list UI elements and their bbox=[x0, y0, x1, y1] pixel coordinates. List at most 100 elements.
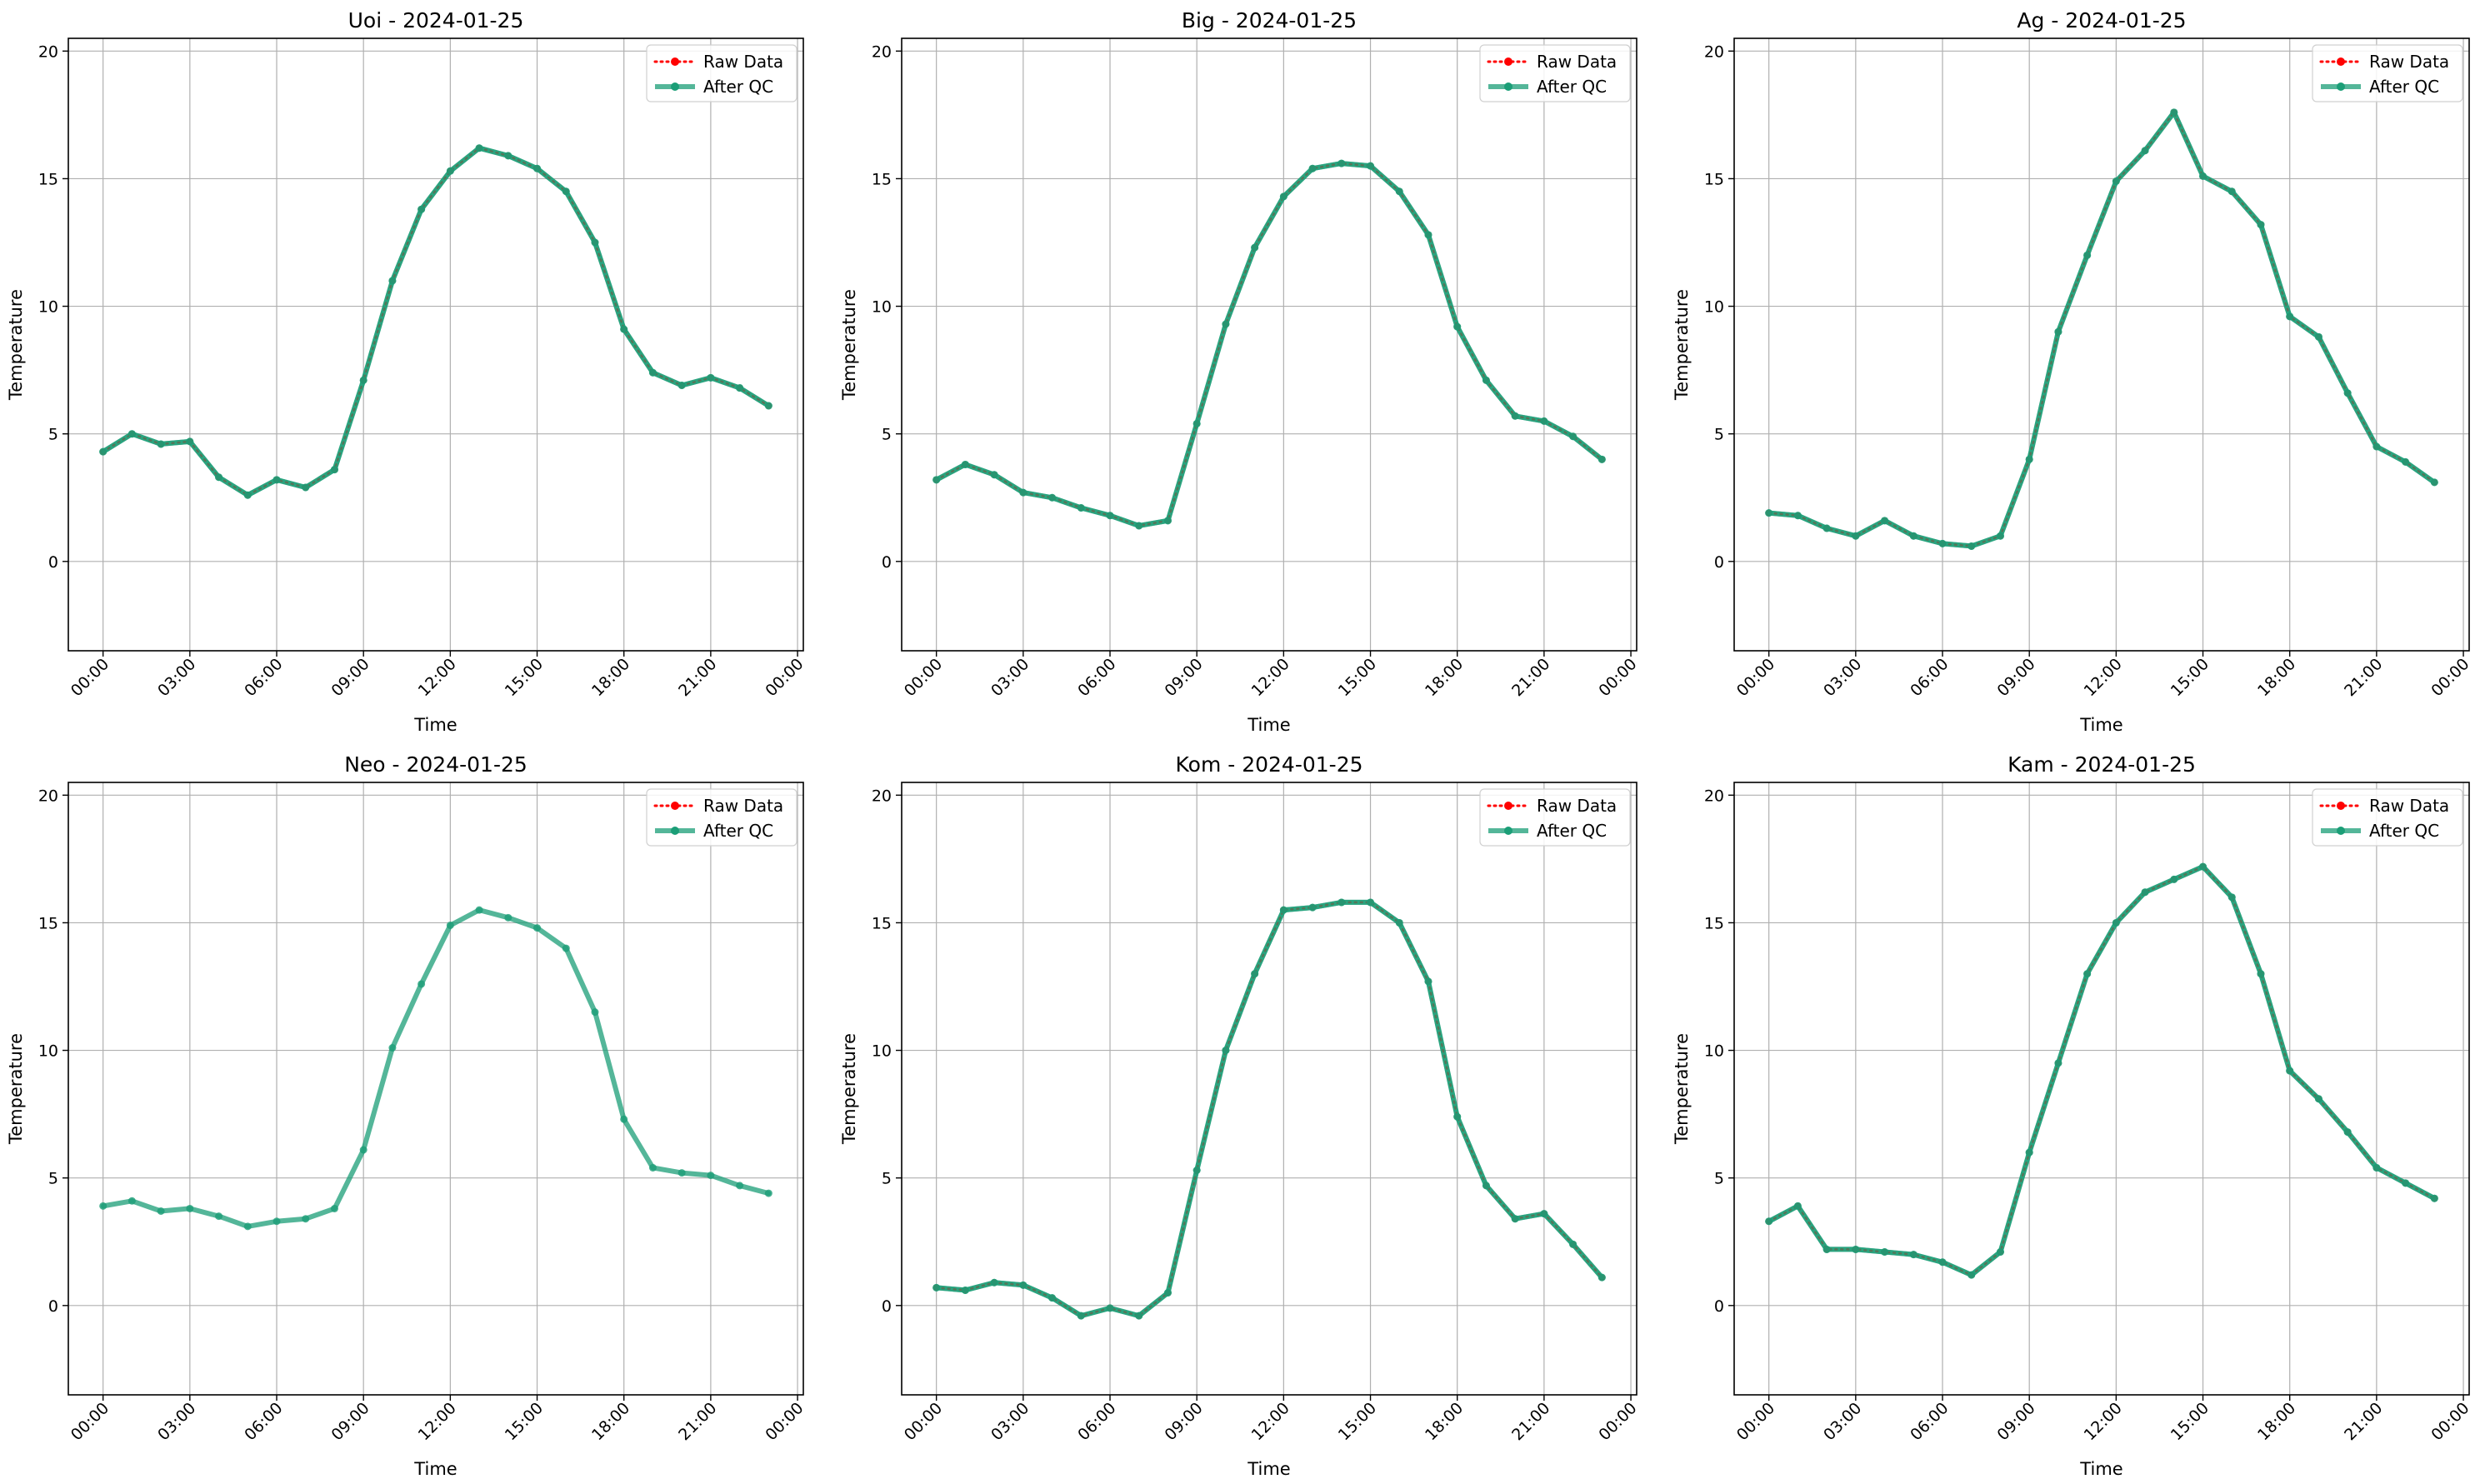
x-tick-label: 18:00 bbox=[1422, 1399, 1467, 1444]
x-tick-label: 00:00 bbox=[901, 1399, 946, 1444]
x-tick-label: 00:00 bbox=[762, 655, 807, 700]
x-tick-label: 21:00 bbox=[675, 655, 720, 700]
point-after-qc bbox=[562, 944, 570, 952]
y-tick-label: 5 bbox=[1714, 1170, 1724, 1188]
legend: Raw Data After QC bbox=[646, 788, 798, 847]
y-tick-label: 15 bbox=[1704, 170, 1724, 188]
point-after-qc bbox=[2402, 457, 2410, 466]
point-after-qc bbox=[157, 440, 165, 448]
y-tick-label: 20 bbox=[872, 787, 892, 805]
point-after-qc bbox=[1019, 1281, 1028, 1289]
point-after-qc bbox=[215, 473, 223, 482]
x-tick-label: 09:00 bbox=[328, 1399, 372, 1444]
point-after-qc bbox=[2372, 1163, 2381, 1172]
point-after-qc bbox=[2112, 177, 2120, 185]
axes-frame bbox=[68, 782, 804, 1396]
x-tick-label: 21:00 bbox=[2341, 655, 2386, 700]
point-after-qc bbox=[1251, 970, 1259, 978]
point-after-qc bbox=[1077, 1312, 1085, 1320]
point-after-qc bbox=[707, 1172, 715, 1180]
series-line-after-qc-overlay bbox=[933, 161, 1605, 528]
legend-label-after-qc: After QC bbox=[2369, 77, 2439, 97]
point-after-qc bbox=[359, 1146, 368, 1154]
point-after-qc bbox=[1511, 1215, 1519, 1223]
grid bbox=[1734, 38, 2469, 651]
series-line-raw-data bbox=[102, 147, 770, 497]
series-line-after-qc bbox=[100, 907, 772, 1229]
chart-title: Neo - 2024-01-25 bbox=[344, 752, 528, 777]
x-tick-label: 06:00 bbox=[1907, 1399, 1952, 1444]
point-after-qc bbox=[1852, 532, 1860, 540]
point-after-qc bbox=[1511, 412, 1519, 420]
point-after-qc bbox=[1279, 192, 1288, 201]
y-tick-label: 15 bbox=[1704, 914, 1724, 932]
point-after-qc bbox=[2430, 478, 2438, 487]
x-tick-label: 00:00 bbox=[762, 1399, 807, 1444]
point-after-qc bbox=[620, 325, 628, 333]
x-tick-label: 15:00 bbox=[2168, 655, 2212, 700]
x-axis-label: Time bbox=[413, 1459, 457, 1479]
point-after-qc bbox=[1540, 417, 1548, 425]
grid bbox=[68, 782, 803, 1395]
axes-frame bbox=[901, 37, 1638, 652]
y-tick-label: 15 bbox=[38, 914, 58, 932]
point-after-qc bbox=[1222, 320, 1230, 328]
point-after-qc bbox=[2054, 1059, 2062, 1067]
legend: Raw Data After QC bbox=[646, 44, 798, 102]
series-line-raw-data bbox=[1768, 865, 2436, 1277]
x-tick-label: 18:00 bbox=[588, 655, 633, 700]
point-after-qc bbox=[1048, 493, 1057, 502]
x-tick-label: 15:00 bbox=[1335, 655, 1380, 700]
grid bbox=[902, 38, 1637, 651]
legend-marker-after-qc bbox=[671, 827, 679, 835]
y-tick-label: 15 bbox=[38, 170, 58, 188]
point-after-qc bbox=[961, 460, 969, 468]
point-after-qc bbox=[990, 471, 998, 479]
point-after-qc bbox=[533, 164, 542, 172]
point-after-qc bbox=[764, 402, 772, 410]
point-after-qc bbox=[128, 1197, 136, 1205]
point-after-qc bbox=[1367, 162, 1375, 170]
y-tick-label: 0 bbox=[48, 1297, 58, 1316]
point-after-qc bbox=[2083, 251, 2092, 259]
y-tick-label: 15 bbox=[872, 914, 892, 932]
point-after-qc bbox=[504, 913, 512, 922]
point-after-qc bbox=[2314, 332, 2322, 341]
axes-frame bbox=[901, 782, 1638, 1396]
x-tick-label: 00:00 bbox=[1733, 655, 1778, 700]
chart-title: Uoi - 2024-01-25 bbox=[348, 8, 524, 32]
legend-marker-raw-data bbox=[2337, 57, 2345, 66]
x-tick-label: 15:00 bbox=[502, 1399, 547, 1444]
y-tick-label: 20 bbox=[1704, 787, 1724, 805]
point-after-qc bbox=[648, 1163, 657, 1172]
series-line-after-qc bbox=[1766, 864, 2438, 1278]
point-after-qc bbox=[1996, 532, 2004, 540]
point-after-qc bbox=[2314, 1095, 2322, 1103]
y-axis-label: Temperature bbox=[1672, 1033, 1692, 1145]
point-after-qc bbox=[1367, 898, 1375, 907]
point-after-qc bbox=[272, 476, 281, 484]
point-after-qc bbox=[1308, 903, 1317, 912]
point-after-qc bbox=[2257, 221, 2265, 229]
legend-label-after-qc: After QC bbox=[703, 821, 773, 841]
x-axis-label: Time bbox=[1247, 715, 1290, 735]
chart-panel: 0 5 10 15 20 00:00 03:00 06:00 09:00 12:00 15:00 18… bbox=[1672, 752, 2473, 1479]
point-after-qc bbox=[1048, 1294, 1057, 1302]
point-after-qc bbox=[1822, 1245, 1831, 1253]
legend-marker-raw-data bbox=[671, 57, 679, 66]
y-tick-label: 5 bbox=[1714, 426, 1724, 444]
point-after-qc bbox=[1135, 1312, 1143, 1320]
point-after-qc bbox=[1569, 432, 1578, 441]
y-tick-label: 0 bbox=[1714, 553, 1724, 572]
chart-title: Big - 2024-01-25 bbox=[1182, 8, 1357, 32]
chart-title: Kam - 2024-01-25 bbox=[2008, 752, 2196, 777]
legend-marker-raw-data bbox=[1504, 57, 1512, 66]
x-axis-label: Time bbox=[2079, 715, 2122, 735]
point-after-qc bbox=[1968, 542, 1976, 550]
series-line-after-qc-overlay bbox=[1766, 864, 2438, 1278]
x-axis-label: Time bbox=[413, 715, 457, 735]
x-tick-label: 15:00 bbox=[2168, 1399, 2212, 1444]
axes-frame bbox=[68, 37, 804, 652]
chart-panel: 0 5 10 15 20 00:00 03:00 06:00 09:00 12:00 15:00 18… bbox=[839, 752, 1641, 1479]
x-tick-label: 18:00 bbox=[2254, 655, 2299, 700]
